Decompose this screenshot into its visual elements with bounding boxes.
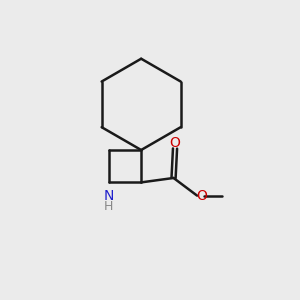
Text: O: O xyxy=(196,189,207,202)
Text: N: N xyxy=(103,189,114,203)
Text: H: H xyxy=(104,200,113,213)
Text: O: O xyxy=(169,136,181,150)
